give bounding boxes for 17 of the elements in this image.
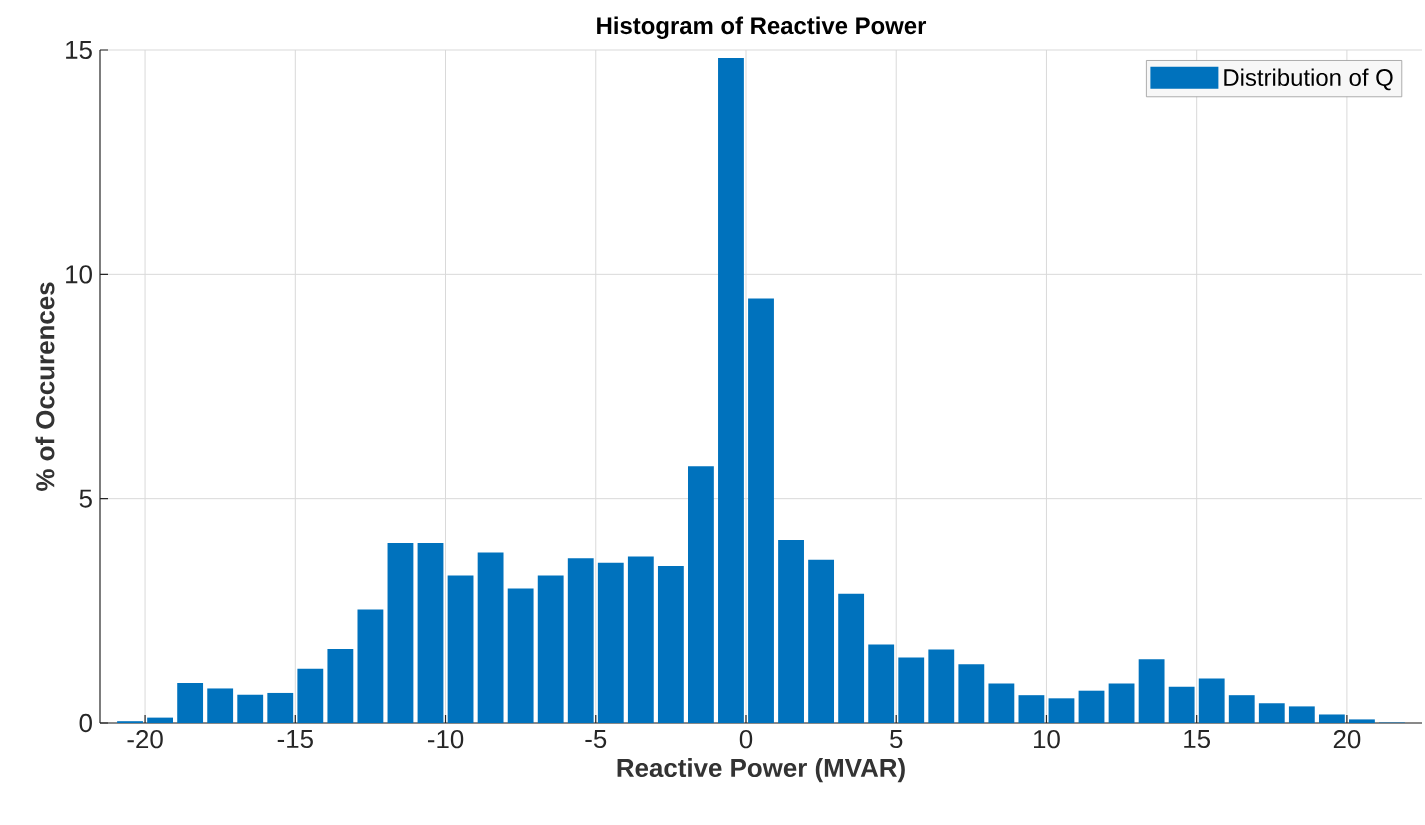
x-axis-title: Reactive Power (MVAR) <box>617 758 905 783</box>
chart-title: Histogram of Reactive Power <box>597 16 927 39</box>
y-axis-title: % of Occurences <box>35 282 55 491</box>
x-tick-label: 15 <box>1184 730 1210 749</box>
y-tick-label: 5 <box>79 489 92 508</box>
x-tick-label: -5 <box>585 730 607 749</box>
x-tick-label: -15 <box>277 730 313 749</box>
y-tick-label: 15 <box>66 40 92 60</box>
legend-label: Distribution of Q <box>1224 68 1393 91</box>
y-tick-label: 10 <box>66 265 92 284</box>
x-tick-label: 20 <box>1333 730 1361 749</box>
x-tick-label: -20 <box>127 730 163 749</box>
x-tick-label: 10 <box>1034 730 1060 749</box>
y-tick-label: 0 <box>79 713 92 733</box>
x-tick-label: 5 <box>890 730 903 749</box>
x-tick-label: 0 <box>739 730 753 749</box>
x-tick-label: -10 <box>427 730 464 749</box>
